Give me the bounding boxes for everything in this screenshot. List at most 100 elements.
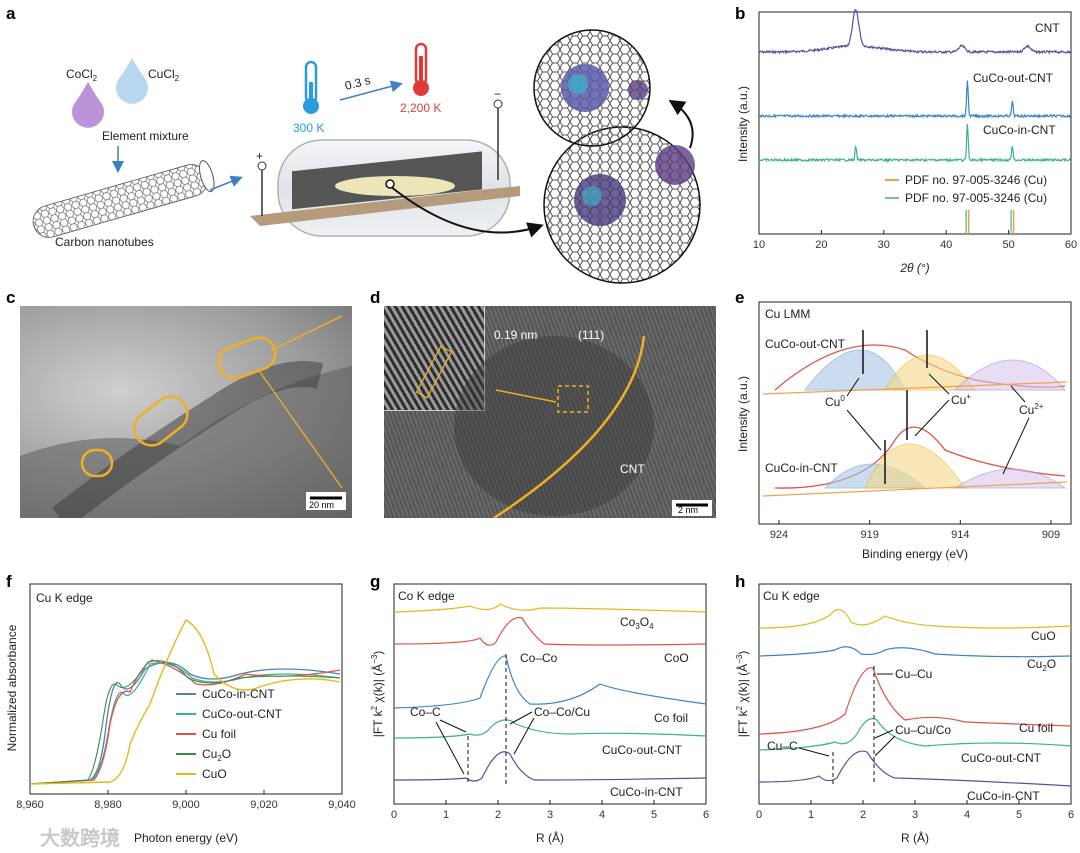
panel-label-a: a (6, 4, 16, 23)
xrd-label-out: CuCo-out-CNT (973, 71, 1054, 85)
droplet-cucl2 (115, 58, 148, 104)
exafs-cu-label-cufoil: Cu foil (1019, 721, 1053, 735)
xanes-title: Cu K edge (36, 591, 93, 605)
exafs-co-ylabel: |FT k2 χ(k)| (Å−3) (370, 651, 385, 738)
xrd-frame (758, 11, 1072, 235)
scale-bar-c: 20 nm (309, 500, 335, 510)
mixture-label: Element mixture (102, 129, 189, 143)
xps-title: Cu LMM (765, 307, 810, 321)
exafs-cu-frame (758, 583, 1072, 805)
xrd-series-in (758, 124, 1071, 164)
panel-label-f: f (6, 572, 12, 591)
xps-ylabel: Intensity (a.u.) (736, 376, 750, 452)
exafs-cu-series-cuo (758, 608, 1072, 629)
xps-xlabel: Binding energy (eV) (862, 547, 968, 561)
exafs-co-series-coo (393, 616, 707, 646)
exafs-co-title: Co K edge (398, 589, 455, 603)
xrd-x-ticks: 10 20 30 40 50 60 (753, 230, 1077, 251)
xanes-legend: CuCo-in-CNT CuCo-out-CNT Cu foil Cu2O Cu… (176, 687, 283, 781)
panel-label-h: h (735, 572, 746, 591)
exafs-cu-x-ticks: 0 1 2 3 4 5 6 (756, 800, 1074, 821)
xanes-legend-2: CuCo-out-CNT (202, 707, 283, 721)
exafs-co-x-ticks: 0 1 2 3 4 5 6 (391, 800, 709, 821)
exafs-cu-arrow-cucuco-b (874, 735, 896, 757)
xanes-frame (29, 583, 343, 795)
time-label: 0.3 s (343, 73, 372, 93)
xrd-tick-label: 60 (1065, 239, 1077, 251)
xrd-series-out (758, 80, 1071, 119)
xps-arrow-cu0-a (846, 377, 860, 397)
exafs-cu-xlabel: R (Å) (901, 830, 929, 845)
xps-bg-in (762, 481, 1068, 497)
zoom-circle-lower (543, 126, 701, 284)
exafs-cu-tick-label: 1 (808, 809, 814, 821)
xanes-tick-label: 9,020 (250, 799, 278, 811)
xps-arrow-cup-b (914, 399, 950, 437)
exafs-co-tick-label: 1 (443, 809, 449, 821)
heat-arrow (339, 80, 403, 101)
xanes-series-cu2o (29, 660, 341, 785)
xps-cu2-label: Cu2+ (1019, 402, 1044, 417)
xrd-chart: CNT CuCo-out-CNT CuCo-in-CNT PDF no. 97-… (736, 8, 1077, 275)
zoom-arrow-1 (389, 185, 544, 238)
exafs-co-xlabel: R (Å) (536, 830, 564, 845)
xps-tick-label: 924 (770, 529, 788, 541)
exafs-cu-tick-label: 5 (1016, 809, 1022, 821)
xanes-tick-label: 8,960 (16, 799, 44, 811)
exafs-cu-ann-cucuco: Cu–Cu/Co (895, 723, 951, 737)
exafs-co-tick-label: 2 (495, 809, 501, 821)
xanes-legend-1: CuCo-in-CNT (202, 687, 275, 701)
exafs-cu-tick-label: 6 (1068, 809, 1074, 821)
watermark: 大数跨境 (40, 828, 120, 850)
cnt-arrow (209, 175, 243, 191)
xps-arrow-cu2-b (1002, 417, 1030, 475)
joule-heating-device (250, 99, 520, 237)
exafs-co-tick-label: 6 (703, 809, 709, 821)
exafs-co-arrow-coc-a (439, 719, 467, 733)
xanes-series-cufoil (29, 659, 341, 785)
zoom-circle-upper (533, 29, 651, 147)
exafs-co-series-in (393, 751, 707, 782)
exafs-cu-ylabel: |FT k2 χ(k)| (Å−3) (735, 651, 750, 738)
panel-label-c: c (6, 288, 16, 307)
cucl2-label: CuCl2 (148, 67, 180, 83)
thermometer-hot-icon (413, 42, 429, 96)
xps-tick-label: 919 (860, 529, 878, 541)
plane-label: (111) (578, 328, 605, 342)
xps-cup-label: Cu+ (951, 392, 971, 407)
xanes-series-out (29, 662, 341, 785)
exafs-cu-label-cu2o: Cu2O (1027, 657, 1056, 673)
xrd-tick-label: 10 (753, 239, 765, 251)
exafs-cu-arrow-cuc (798, 747, 830, 757)
thermometer-cold-icon (303, 60, 319, 114)
xanes-series-in (29, 662, 341, 785)
xanes-x-ticks: 8,960 8,980 9,000 9,020 9,040 (16, 790, 356, 811)
xrd-tick-label: 40 (940, 239, 952, 251)
xanes-tick-label: 9,000 (172, 799, 200, 811)
xps-bg-out (762, 381, 1068, 395)
exafs-cu-chart: Cu K edge CuO Cu2O Cu foil CuCo-out-CNT … (735, 583, 1074, 845)
schematic-panel: CoCl2 CuCl2 Element mixture Carbon nanot… (32, 29, 701, 284)
cnt-tube (32, 160, 215, 238)
xps-tick-label: 909 (1042, 529, 1060, 541)
exafs-co-series-cofoil (393, 655, 707, 709)
exafs-co-frame (393, 583, 707, 805)
exafs-cu-ann-cucu: Cu–Cu (895, 667, 932, 681)
xanes-legend-3: Cu foil (202, 727, 236, 741)
exafs-co-tick-label: 3 (547, 809, 553, 821)
panel-label-d: d (370, 288, 381, 307)
exafs-cu-label-out: CuCo-out-CNT (961, 751, 1042, 765)
minus-terminal: − (494, 87, 501, 101)
panel-label-e: e (735, 288, 745, 307)
exafs-co-series-out (393, 719, 707, 739)
exafs-cu-tick-label: 4 (964, 809, 970, 821)
xanes-ylabel: Normalized absorbance (5, 624, 19, 751)
zoom-arrow-2 (668, 99, 694, 149)
xps-frame (758, 301, 1072, 525)
xanes-series-cuo (29, 619, 341, 785)
xrd-tick-label: 30 (878, 239, 890, 251)
xps-arrow-cu2-a (1010, 385, 1026, 403)
xrd-xlabel: 2θ (°) (899, 261, 929, 275)
temp-low: 300 K (293, 121, 324, 135)
droplet-cocl2 (71, 82, 104, 128)
